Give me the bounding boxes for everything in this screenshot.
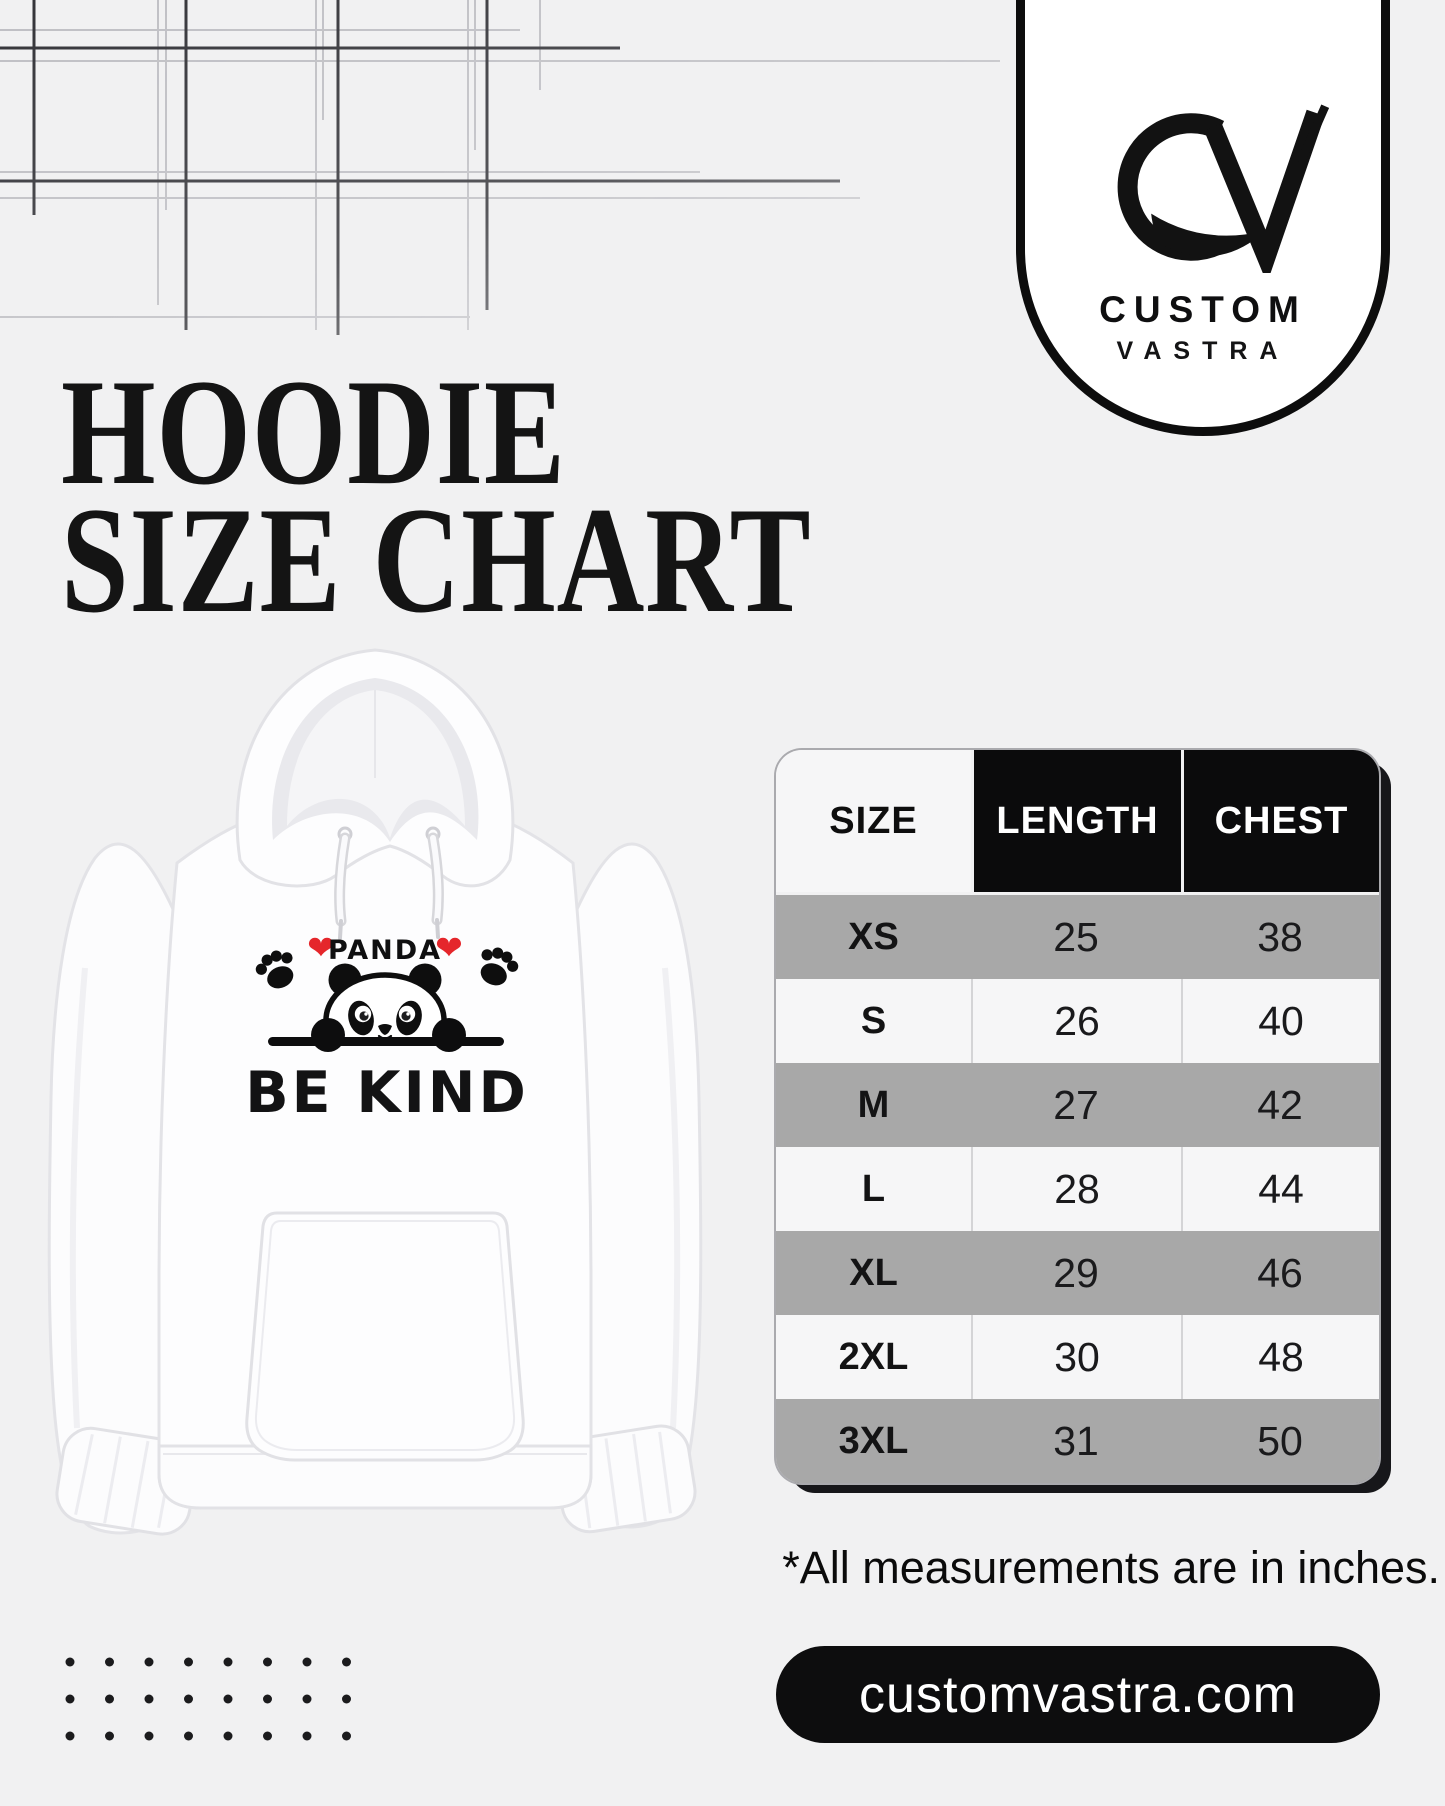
website-label: customvastra.com: [859, 1665, 1297, 1724]
page-title-line2: SIZE CHART: [61, 476, 812, 644]
left-heart-icon: ❤: [307, 928, 335, 967]
size-column-header: SIZE: [776, 750, 971, 895]
length-cell: 31: [971, 1399, 1181, 1483]
website-button[interactable]: customvastra.com: [776, 1646, 1380, 1743]
chest-cell: 46: [1181, 1231, 1379, 1315]
be-kind-text: BE KIND: [245, 1060, 529, 1126]
crosshatch-decoration: [0, 0, 1000, 335]
length-cell: 26: [971, 979, 1181, 1063]
chest-cell: 48: [1181, 1315, 1379, 1399]
chest-cell: 40: [1181, 979, 1379, 1063]
page-title-line1: HOODIE: [61, 348, 566, 516]
size-cell: L: [776, 1147, 971, 1231]
chest-cell: 42: [1181, 1063, 1379, 1147]
chest-cell: 50: [1181, 1399, 1379, 1483]
size-cell: XS: [776, 895, 971, 979]
brand-subname: VASTRA: [1116, 337, 1290, 365]
dots-decoration: [65, 1657, 351, 1741]
length-cell: 28: [971, 1147, 1181, 1231]
page-title: HOODIE SIZE CHART: [61, 356, 811, 636]
measurements-note: *All measurements are in inches.: [782, 1542, 1440, 1593]
length-cell: 25: [971, 895, 1181, 979]
chest-cell: 38: [1181, 895, 1379, 979]
brand-name: CUSTOM: [1099, 289, 1307, 330]
cv-logo-icon: [1117, 104, 1329, 273]
brand-badge: CUSTOM VASTRA: [1016, 0, 1390, 436]
right-heart-icon: ❤: [435, 928, 463, 967]
panda-text: PANDA: [328, 935, 442, 966]
length-cell: 27: [971, 1063, 1181, 1147]
size-chart-table: SIZE LENGTH CHEST XS 25 38 S 26 40 M 27 …: [776, 750, 1379, 1483]
chest-cell: 44: [1181, 1147, 1379, 1231]
length-cell: 29: [971, 1231, 1181, 1315]
length-cell: 30: [971, 1315, 1181, 1399]
size-cell: 3XL: [776, 1399, 971, 1483]
length-column-header: LENGTH: [971, 750, 1181, 895]
size-cell: XL: [776, 1231, 971, 1315]
paw-print-icon: [255, 950, 294, 989]
hoodie-mockup-image: ❤ ❤ PANDA: [47, 648, 703, 1536]
panda-design: ❤ ❤ PANDA: [245, 928, 529, 1126]
size-cell: S: [776, 979, 971, 1063]
size-cell: M: [776, 1063, 971, 1147]
paw-print-icon: [480, 947, 519, 986]
chest-column-header: CHEST: [1181, 750, 1379, 895]
size-cell: 2XL: [776, 1315, 971, 1399]
